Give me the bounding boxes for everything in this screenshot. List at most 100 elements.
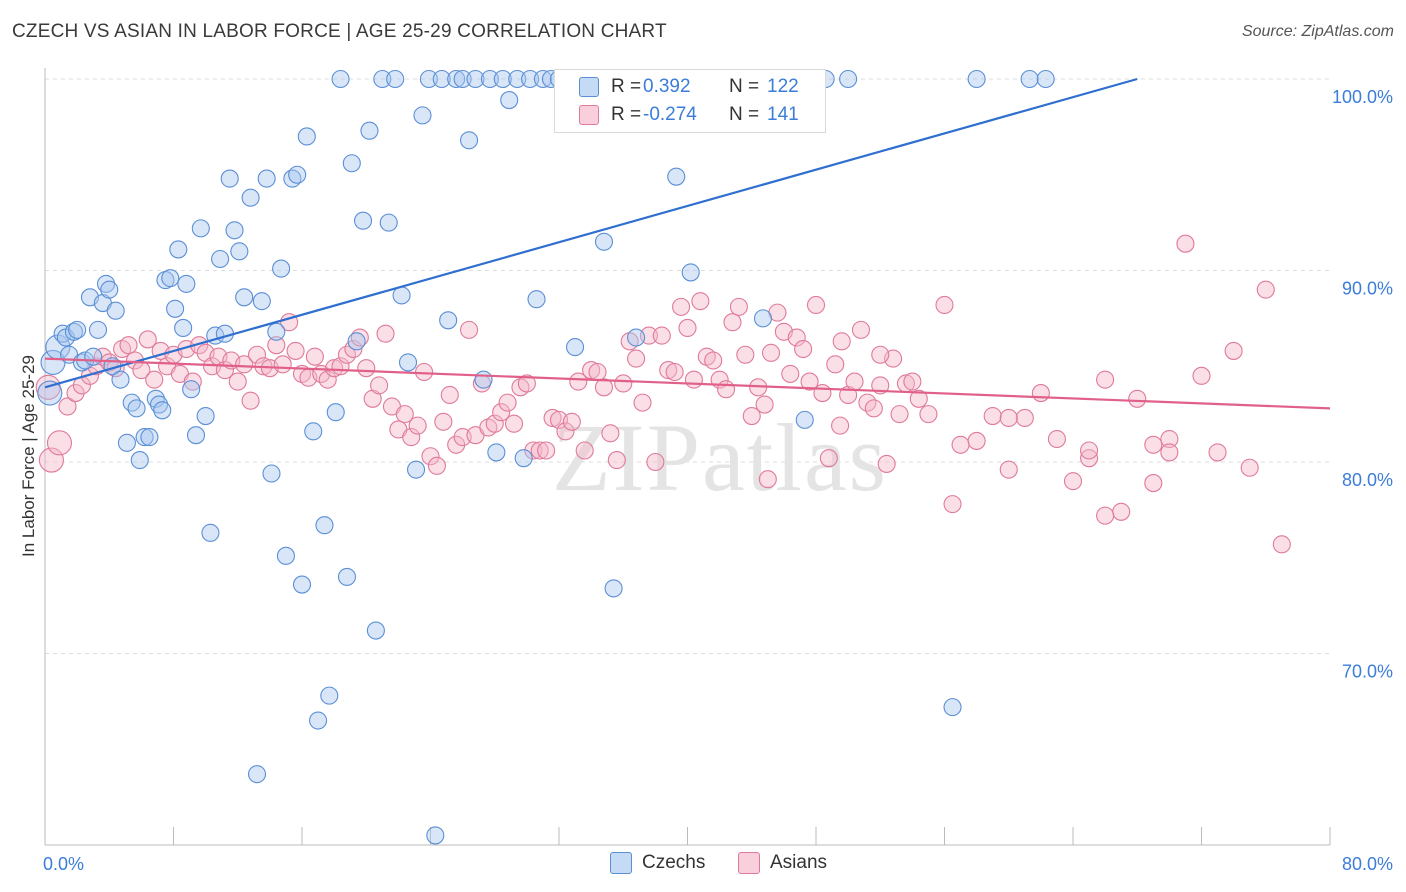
czech-point <box>419 69 438 89</box>
asian-point <box>58 397 77 416</box>
czech-point <box>493 69 512 89</box>
asian-point <box>665 362 684 382</box>
czech-point <box>84 347 103 366</box>
czech-point <box>453 69 472 89</box>
asian-point <box>1096 370 1115 389</box>
asian-point <box>305 347 324 366</box>
czech-point <box>182 380 201 399</box>
asian-point <box>806 295 826 315</box>
czech-point <box>681 263 700 282</box>
asian-point <box>826 355 845 374</box>
czech-point <box>331 69 350 89</box>
czech-point <box>247 765 267 784</box>
asian-point <box>1160 443 1179 462</box>
asian-point <box>951 435 970 454</box>
czech-point <box>1036 69 1055 89</box>
asian-point <box>434 412 453 431</box>
czech-point <box>297 127 316 146</box>
asian-point <box>999 460 1018 479</box>
asian-point <box>376 324 395 343</box>
asian-point <box>1224 341 1243 360</box>
source-label: Source: ZipAtlas.com <box>1241 23 1394 40</box>
czech-point <box>196 406 215 426</box>
czech-point <box>215 324 234 343</box>
asian-point <box>235 355 254 374</box>
czech-point <box>166 299 185 318</box>
asian-point <box>1256 280 1275 299</box>
y-axis-label: In Labor Force | Age 25-29 <box>19 355 38 557</box>
czech-point <box>174 318 193 338</box>
asian-point <box>999 408 1018 428</box>
czechs-r-label: R = <box>611 76 642 97</box>
czech-point <box>366 621 385 640</box>
asian-point <box>794 339 813 359</box>
y-tick-label: 90.0% <box>1342 279 1393 299</box>
czech-point <box>627 328 646 347</box>
czech-point <box>315 516 334 535</box>
asian-point <box>459 320 479 339</box>
asian-point <box>408 416 427 435</box>
asian-point <box>755 395 774 414</box>
asian-point <box>758 470 777 489</box>
legend-item-asians[interactable]: Asians <box>738 852 827 874</box>
asian-point <box>704 351 723 370</box>
asian-point <box>1047 429 1066 449</box>
asian-point <box>1176 234 1195 253</box>
asian-point <box>909 389 928 408</box>
asian-point <box>607 451 626 470</box>
czech-point <box>241 188 260 207</box>
asian-point <box>562 412 581 431</box>
asian-point <box>678 318 697 338</box>
czech-point <box>106 301 125 320</box>
y-tick-label: 70.0% <box>1342 662 1393 682</box>
asians-n-value: 141 <box>767 104 799 125</box>
asian-point <box>871 376 890 395</box>
czech-point <box>211 249 230 269</box>
y-tick-label: 100.0% <box>1332 87 1393 107</box>
asian-point <box>781 364 800 383</box>
asian-point <box>1063 472 1083 491</box>
asian-point <box>427 456 446 475</box>
czechs-swatch <box>579 77 599 97</box>
asian-point <box>183 372 202 391</box>
asian-point <box>357 359 376 378</box>
asian-point <box>1144 474 1163 493</box>
asian-point <box>241 391 260 410</box>
czech-point <box>527 290 546 309</box>
x-tick-label-min: 0.0% <box>43 854 84 874</box>
czech-point <box>135 428 154 447</box>
asian-point <box>813 384 832 403</box>
asian-point <box>537 441 556 460</box>
czech-point <box>326 403 345 422</box>
czech-point <box>474 370 493 389</box>
asian-point <box>543 408 562 428</box>
asian-point <box>524 441 543 460</box>
czech-point <box>288 165 307 184</box>
asian-point <box>601 424 620 443</box>
chart-title: CZECH VS ASIAN IN LABOR FORCE | AGE 25-2… <box>12 21 667 42</box>
czech-point <box>127 399 146 418</box>
czech-point <box>967 69 986 89</box>
asian-point <box>716 380 736 399</box>
czech-point <box>839 69 858 89</box>
asian-point <box>787 328 806 347</box>
asian-point <box>530 441 549 460</box>
czech-point <box>186 426 206 445</box>
czech-point <box>386 69 405 89</box>
asian-point <box>864 399 883 418</box>
asian-point <box>267 336 286 355</box>
legend-item-czechs[interactable]: Czechs <box>610 852 705 874</box>
asian-point <box>1128 389 1147 408</box>
czech-point <box>500 91 519 110</box>
czech-point <box>320 686 339 705</box>
asian-point <box>1080 441 1099 460</box>
asian-point <box>871 345 890 364</box>
czech-point <box>153 401 172 420</box>
czech-point <box>508 69 527 89</box>
tick-labels: 70.0% 80.0% 90.0% 100.0% 0.0% 80.0% <box>43 87 1393 874</box>
asian-point <box>1272 535 1291 554</box>
asian-point <box>145 370 164 389</box>
asian-point <box>627 349 646 368</box>
asian-point <box>742 406 761 426</box>
asian-point <box>1192 366 1211 385</box>
